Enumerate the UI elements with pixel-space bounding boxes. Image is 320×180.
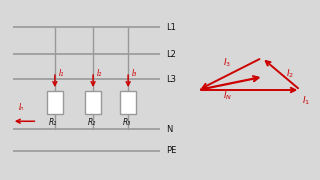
Text: PE: PE <box>166 146 177 155</box>
Text: $I_2$: $I_2$ <box>286 68 294 80</box>
Text: Iₙ: Iₙ <box>19 103 24 112</box>
Text: L2: L2 <box>166 50 176 59</box>
Text: R₁: R₁ <box>49 118 57 127</box>
Text: R₃: R₃ <box>123 118 131 127</box>
Text: L3: L3 <box>166 75 176 84</box>
Text: R₂: R₂ <box>87 118 96 127</box>
Text: I₂: I₂ <box>97 69 102 78</box>
Bar <box>120 91 136 114</box>
Text: I₃: I₃ <box>132 69 137 78</box>
Text: N: N <box>166 125 173 134</box>
Text: L1: L1 <box>166 23 176 32</box>
Text: $I_1$: $I_1$ <box>302 94 310 107</box>
Text: $I_3$: $I_3$ <box>223 56 231 69</box>
Bar <box>47 91 63 114</box>
Bar <box>85 91 101 114</box>
Text: I₁: I₁ <box>59 69 64 78</box>
Text: $I_N$: $I_N$ <box>223 90 232 102</box>
